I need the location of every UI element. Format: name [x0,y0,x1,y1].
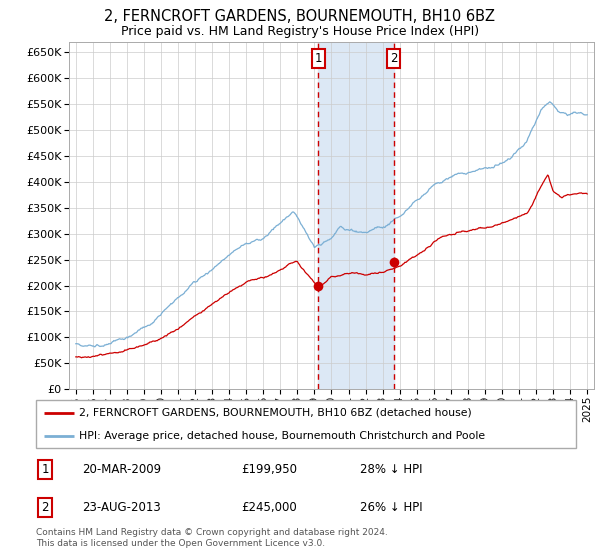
Text: £199,950: £199,950 [241,463,297,476]
Bar [318,42,394,389]
Text: Contains HM Land Registry data © Crown copyright and database right 2024.
This d: Contains HM Land Registry data © Crown c… [36,528,388,548]
Text: 1: 1 [41,463,49,476]
Text: 20-MAR-2009: 20-MAR-2009 [82,463,161,476]
Text: 1: 1 [314,52,322,65]
Text: 2, FERNCROFT GARDENS, BOURNEMOUTH, BH10 6BZ: 2, FERNCROFT GARDENS, BOURNEMOUTH, BH10 … [104,9,496,24]
Text: HPI: Average price, detached house, Bournemouth Christchurch and Poole: HPI: Average price, detached house, Bour… [79,431,485,441]
Text: Price paid vs. HM Land Registry's House Price Index (HPI): Price paid vs. HM Land Registry's House … [121,25,479,38]
Text: £245,000: £245,000 [241,501,297,514]
Text: 23-AUG-2013: 23-AUG-2013 [82,501,161,514]
Text: 2: 2 [41,501,49,514]
Text: 26% ↓ HPI: 26% ↓ HPI [360,501,422,514]
Text: 28% ↓ HPI: 28% ↓ HPI [360,463,422,476]
Text: 2, FERNCROFT GARDENS, BOURNEMOUTH, BH10 6BZ (detached house): 2, FERNCROFT GARDENS, BOURNEMOUTH, BH10 … [79,408,472,418]
Text: 2: 2 [390,52,397,65]
